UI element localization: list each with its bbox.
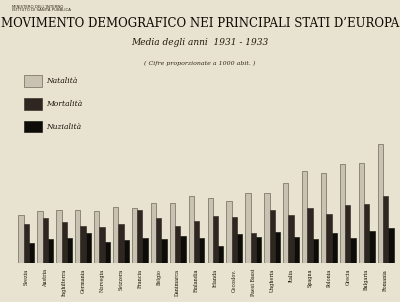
- Bar: [199, 238, 204, 263]
- Bar: [378, 144, 383, 263]
- Bar: [24, 224, 29, 263]
- Bar: [270, 210, 275, 263]
- Bar: [383, 196, 388, 263]
- Bar: [86, 233, 91, 263]
- Bar: [313, 239, 318, 263]
- Bar: [180, 236, 186, 263]
- Bar: [132, 208, 137, 263]
- Bar: [226, 201, 232, 263]
- Bar: [56, 210, 62, 263]
- Bar: [245, 193, 251, 263]
- Bar: [48, 239, 53, 263]
- Bar: [256, 237, 261, 263]
- Bar: [251, 233, 256, 263]
- Bar: [359, 162, 364, 263]
- Bar: [18, 215, 24, 263]
- Bar: [332, 233, 337, 263]
- Bar: [80, 226, 86, 263]
- Bar: [213, 216, 218, 263]
- Bar: [124, 240, 129, 263]
- Bar: [369, 231, 375, 263]
- Bar: [170, 203, 175, 263]
- Text: Nuzialità: Nuzialità: [46, 123, 81, 130]
- Text: Mortalità: Mortalità: [46, 100, 82, 108]
- Bar: [189, 196, 194, 263]
- Text: Media degli anni  1931 - 1933: Media degli anni 1931 - 1933: [131, 38, 269, 47]
- Bar: [161, 239, 167, 263]
- Bar: [113, 207, 118, 263]
- Bar: [194, 221, 199, 263]
- Bar: [37, 211, 43, 263]
- Text: MINISTERO DELL’INTERNO: MINISTERO DELL’INTERNO: [12, 5, 63, 8]
- Bar: [218, 246, 223, 263]
- Bar: [237, 234, 242, 263]
- Bar: [105, 242, 110, 263]
- Bar: [67, 238, 72, 263]
- Bar: [156, 218, 161, 263]
- Bar: [283, 183, 288, 263]
- Bar: [321, 173, 326, 263]
- Text: ( Cifre proporzionate a 1000 abit. ): ( Cifre proporzionate a 1000 abit. ): [144, 60, 256, 66]
- Bar: [388, 228, 394, 263]
- Bar: [340, 164, 345, 263]
- Text: MOVIMENTO DEMOGRAFICO NEI PRINCIPALI STATI D’EUROPA: MOVIMENTO DEMOGRAFICO NEI PRINCIPALI STA…: [1, 17, 399, 30]
- Bar: [137, 210, 142, 263]
- Text: ISTITUTO DI SANITÀ PUBBLICA: ISTITUTO DI SANITÀ PUBBLICA: [12, 8, 71, 12]
- Bar: [29, 243, 34, 263]
- Bar: [94, 211, 99, 263]
- Bar: [275, 232, 280, 263]
- Bar: [326, 214, 332, 263]
- Bar: [364, 204, 369, 263]
- Bar: [208, 198, 213, 263]
- Bar: [118, 224, 124, 263]
- Bar: [294, 237, 299, 263]
- Bar: [302, 171, 307, 263]
- Text: Natalità: Natalità: [46, 77, 77, 85]
- Bar: [142, 238, 148, 263]
- Bar: [151, 203, 156, 263]
- Bar: [307, 208, 313, 263]
- Bar: [288, 215, 294, 263]
- Bar: [345, 205, 350, 263]
- Bar: [350, 238, 356, 263]
- Bar: [232, 217, 237, 263]
- Bar: [43, 218, 48, 263]
- Bar: [75, 210, 80, 263]
- Bar: [62, 222, 67, 263]
- Bar: [99, 227, 105, 263]
- Bar: [264, 193, 270, 263]
- Bar: [175, 226, 180, 263]
